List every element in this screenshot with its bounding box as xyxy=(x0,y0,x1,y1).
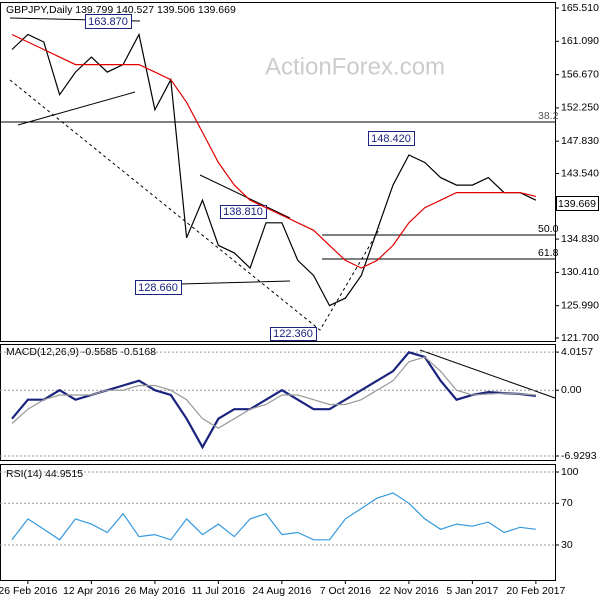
annotation-box xyxy=(270,327,317,341)
trendline xyxy=(17,91,136,126)
trendline xyxy=(419,349,556,399)
annotation-box xyxy=(220,205,267,219)
y-tick-label: 30 xyxy=(561,539,573,551)
series-line xyxy=(11,356,536,429)
y-tick-label: 143.540 xyxy=(561,167,599,179)
fib-label: 61.8 xyxy=(538,247,559,259)
y-tick-label: -6.9293 xyxy=(561,450,597,462)
fib-label: 50.0 xyxy=(538,223,559,235)
last-price-box xyxy=(556,196,599,211)
y-tick-label: 161.090 xyxy=(561,35,599,47)
x-tick-label: 12 Apr 2016 xyxy=(63,585,120,597)
fib-label: 38.2 xyxy=(538,110,559,122)
y-tick-label: 134.830 xyxy=(561,233,599,245)
x-tick-label: 26 Feb 2016 xyxy=(0,585,58,597)
y-tick-label: 130.410 xyxy=(561,266,599,278)
y-tick-label: 121.700 xyxy=(561,332,599,344)
x-tick-label: 7 Oct 2016 xyxy=(320,585,372,597)
price-panel xyxy=(0,2,556,342)
series-line xyxy=(11,33,537,269)
y-tick-label: 152.250 xyxy=(561,102,599,114)
x-tick-label: 24 Aug 2016 xyxy=(252,585,311,597)
y-tick-label: 70 xyxy=(561,497,573,509)
macd-panel xyxy=(0,344,556,461)
x-tick-label: 26 May 2016 xyxy=(125,585,186,597)
trendlines xyxy=(0,17,556,399)
watermark: ActionForex.com xyxy=(265,53,445,80)
series-line xyxy=(11,492,536,541)
last-price: 139.669 xyxy=(558,198,596,210)
y-tick-label: 156.670 xyxy=(561,68,599,80)
rsi-panel xyxy=(0,464,556,581)
y-tick-label: 0.00 xyxy=(561,384,582,396)
y-tick-label: 147.830 xyxy=(561,135,599,147)
annotation: 122.360 xyxy=(273,328,313,340)
annotation: 148.420 xyxy=(371,133,411,145)
annotation: 138.810 xyxy=(223,206,263,218)
y-tick-label: 100 xyxy=(561,466,579,478)
x-tick-label: 20 Feb 2017 xyxy=(506,585,565,597)
x-tick-label: 5 Jan 2017 xyxy=(446,585,498,597)
trendline xyxy=(199,174,291,219)
annotation: 128.660 xyxy=(138,282,178,294)
y-tick-label: 165.510 xyxy=(561,2,599,14)
rsi-title: RSI(14) 44.9515 xyxy=(6,468,83,480)
trendline xyxy=(179,280,291,285)
annotation-box xyxy=(368,131,415,146)
trendline xyxy=(9,79,381,331)
x-tick-label: 22 Nov 2016 xyxy=(379,585,439,597)
y-tick-label: 125.990 xyxy=(561,299,599,311)
chart-title: GBPJPY,Daily 139.799 140.527 139.506 139… xyxy=(6,4,236,16)
annotation-box xyxy=(135,280,182,295)
annotation: 163.870 xyxy=(88,16,128,28)
y-tick-label: 4.0157 xyxy=(561,346,593,358)
x-tick-label: 11 Jul 2016 xyxy=(192,585,246,597)
annotation-box xyxy=(85,14,132,29)
